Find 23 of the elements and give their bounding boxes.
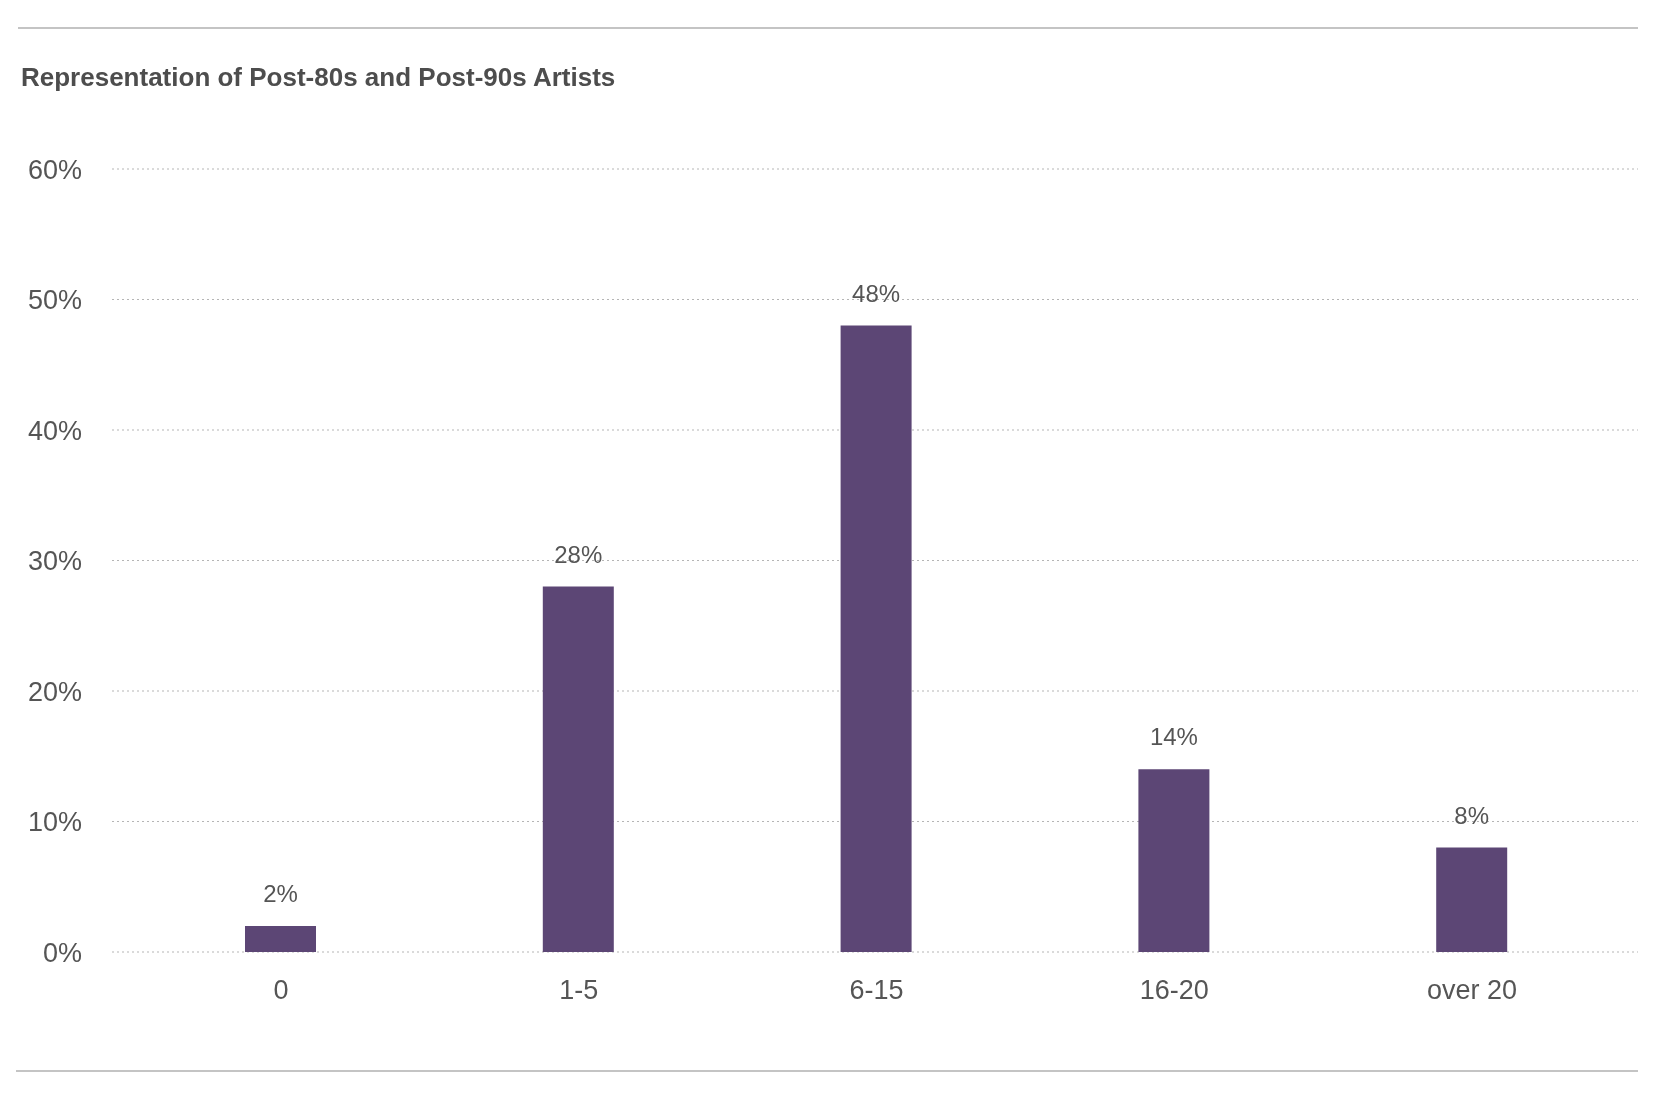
- data-label: 48%: [852, 279, 901, 307]
- bar: [1138, 769, 1210, 952]
- y-tick-label: 40%: [27, 415, 82, 446]
- y-tick-label: 60%: [27, 154, 82, 185]
- bar: [245, 925, 316, 952]
- bar: [1436, 847, 1508, 952]
- data-label: 14%: [1149, 723, 1198, 751]
- y-tick-label: 50%: [27, 285, 82, 316]
- bar: [542, 586, 614, 952]
- x-tick-label: 1-5: [559, 975, 599, 1006]
- x-tick-label: 6-15: [849, 975, 904, 1006]
- data-label: 8%: [1454, 801, 1490, 829]
- x-tick-label: 0: [273, 975, 289, 1006]
- y-tick-label: 30%: [27, 546, 82, 577]
- data-label: 28%: [554, 540, 603, 568]
- x-tick-label: 16-20: [1139, 975, 1209, 1006]
- y-tick-label: 20%: [27, 676, 82, 707]
- data-label: 2%: [263, 879, 298, 907]
- y-tick-label: 10%: [27, 807, 82, 838]
- bar: [840, 325, 912, 952]
- x-tick-label: over 20: [1427, 975, 1518, 1006]
- y-tick-label: 0%: [42, 937, 82, 968]
- chart-title: Representation of Post-80s and Post-90s Artists: [21, 62, 616, 92]
